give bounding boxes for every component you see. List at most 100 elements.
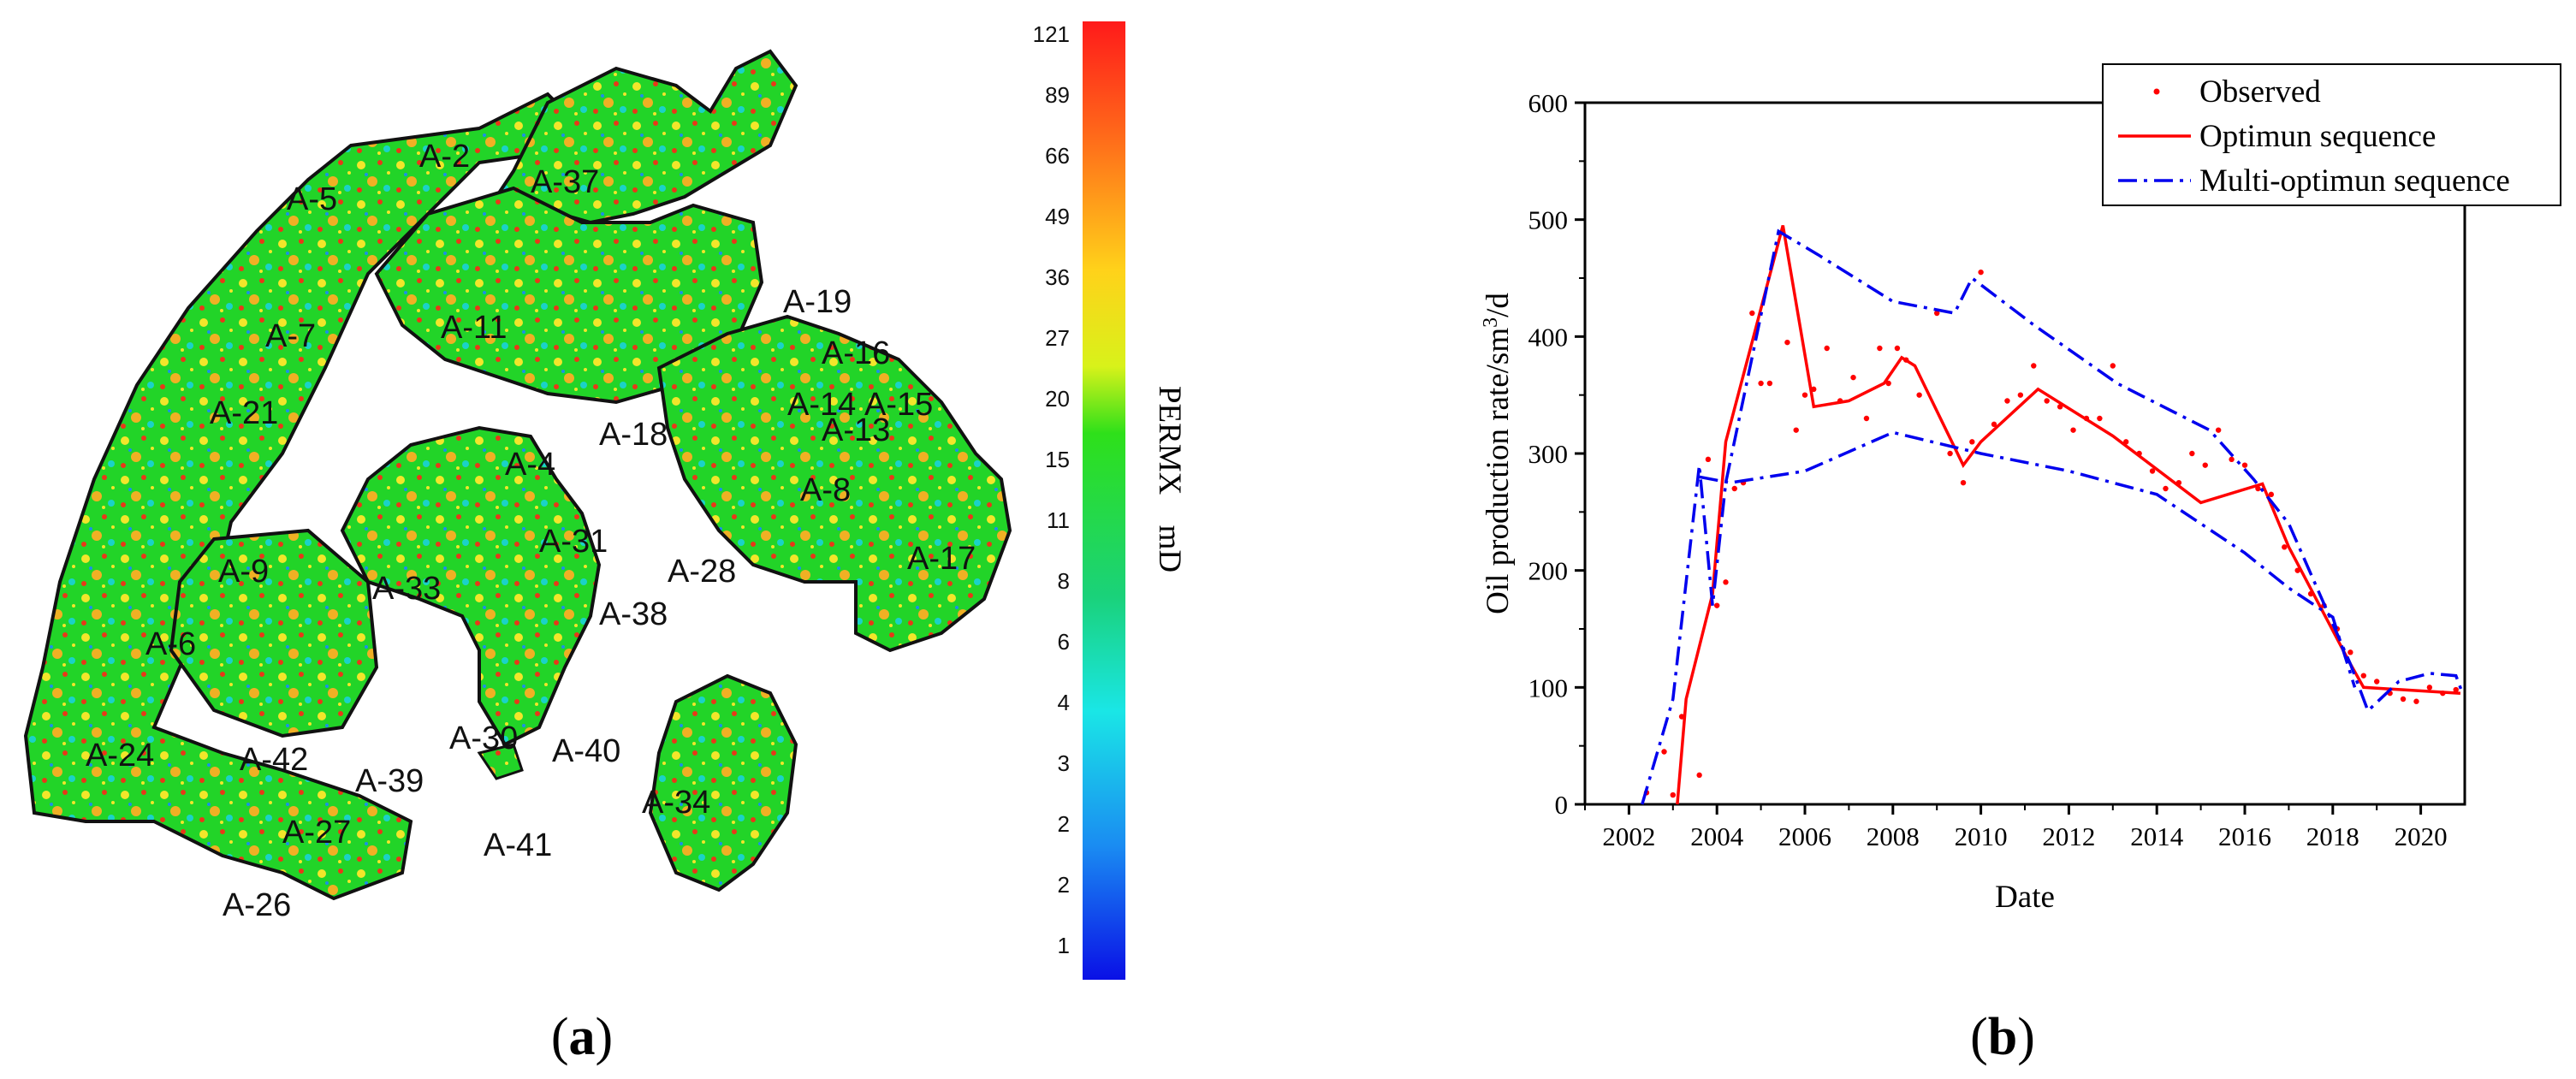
y-axis-title-main: Oil production rate/sm	[1481, 328, 1516, 614]
well-label: A-4	[505, 447, 555, 483]
observed-point	[1723, 579, 1729, 585]
observed-point	[1916, 392, 1922, 398]
y-tick-label: 200	[1528, 556, 1569, 586]
well-label: A-42	[240, 742, 308, 778]
well-label: A-5	[287, 181, 337, 217]
x-tick-label: 2018	[2306, 821, 2359, 851]
x-tick-label: 2016	[2218, 821, 2271, 851]
observed-point	[1824, 345, 1830, 352]
y-tick-label: 600	[1528, 88, 1569, 118]
observed-point	[2004, 398, 2010, 404]
panel-letter-b: b	[1988, 1008, 2017, 1066]
colorbar-title: PERMX mD	[1152, 386, 1187, 572]
well-label: A-31	[539, 524, 608, 560]
permeability-colorbar: 121 89 66 49 36 27 20 15 11 8 6 4 3 2 2 1 PERMX mD	[1033, 21, 1187, 980]
well-label: A-38	[599, 596, 668, 632]
observed-point	[1731, 485, 1737, 492]
observed-point	[1758, 380, 1764, 387]
well-label: A-21	[210, 395, 278, 431]
well-label: A-40	[552, 733, 620, 769]
well-label: A-13	[822, 412, 890, 448]
well-label: A-6	[145, 626, 196, 662]
colorbar-tick-label: 8	[1058, 568, 1070, 594]
colorbar-tick-labels: 121 89 66 49 36 27 20 15 11 8 6 4 3 2 2 1	[1033, 21, 1070, 958]
well-label: A-18	[599, 417, 668, 453]
observed-point	[2241, 462, 2248, 468]
plot-area-frame	[1583, 101, 2466, 806]
observed-point	[1969, 439, 1975, 445]
observed-point	[1991, 421, 1997, 428]
colorbar-tick-label: 66	[1045, 143, 1070, 169]
x-axis-ticks: 2002 2004 2006 2008 2010 2012 2014 2016 2018 2020	[1584, 804, 2448, 851]
y-tick-label: 0	[1555, 790, 1569, 820]
x-tick-label: 2014	[2130, 821, 2184, 851]
well-label: A-39	[355, 763, 424, 799]
colorbar-tick-label: 1	[1058, 933, 1070, 958]
colorbar-title-text: PERMX	[1152, 386, 1187, 495]
legend-observed-marker	[2153, 88, 2160, 95]
observed-point	[2163, 485, 2169, 492]
multi-optimum-sequence-upper-line	[1641, 228, 2465, 805]
series-layer	[1641, 225, 2465, 805]
observed-point	[1766, 380, 1773, 387]
colorbar-tick-label: 89	[1045, 82, 1070, 108]
observed-point	[1960, 479, 1967, 486]
x-tick-label: 2010	[1955, 821, 2008, 851]
observed-point	[2268, 491, 2275, 498]
observed-point	[1661, 749, 1667, 755]
observed-point	[1784, 339, 1790, 346]
well-label: A-2	[419, 139, 470, 175]
well-label: A-41	[484, 827, 552, 863]
well-label: A-9	[218, 554, 269, 590]
permeability-map	[23, 49, 1012, 901]
well-label: A-24	[86, 738, 154, 774]
y-axis-title-tail: /d	[1481, 293, 1516, 317]
observed-point	[1947, 450, 1953, 457]
well-label: A-30	[449, 720, 518, 756]
colorbar-unit-text: mD	[1152, 525, 1187, 573]
optimum-sequence-line	[1676, 225, 2461, 805]
observed-point	[2282, 544, 2288, 550]
observed-point	[2017, 392, 2024, 398]
observed-point	[2215, 427, 2222, 433]
well-label: A-28	[668, 554, 736, 590]
observed-point	[2070, 427, 2076, 433]
observed-point	[1934, 310, 1940, 317]
y-axis-title: Oil production rate/sm3/d	[1480, 293, 1516, 614]
observed-point	[2031, 363, 2037, 369]
observed-point	[1894, 345, 1901, 352]
colorbar-tick-label: 2	[1058, 872, 1070, 898]
y-tick-label: 100	[1528, 673, 1569, 703]
y-axis-title-superscript: 3	[1480, 317, 1502, 328]
observed-point	[2202, 462, 2208, 468]
panel-letter-a: a	[569, 1008, 596, 1066]
reservoir-region-east	[656, 314, 1012, 653]
colorbar-tick-label: 20	[1045, 386, 1070, 412]
observed-point	[1705, 456, 1712, 463]
observed-point	[2229, 456, 2235, 463]
observed-point	[2044, 398, 2050, 404]
colorbar-tick-label: 6	[1058, 629, 1070, 655]
colorbar-tick-label: 15	[1045, 447, 1070, 472]
observed-point	[2413, 698, 2419, 704]
observed-point	[1850, 374, 1856, 381]
well-label: A-15	[864, 387, 933, 423]
x-tick-label: 2012	[2042, 821, 2095, 851]
x-tick-label: 2008	[1867, 821, 1920, 851]
well-label: A-26	[223, 887, 291, 923]
well-label: A-37	[531, 164, 599, 200]
observed-point	[2374, 679, 2380, 685]
x-tick-label: 2006	[1778, 821, 1831, 851]
reservoir-region-southeast	[648, 673, 798, 892]
reservoir-region-west	[23, 92, 603, 901]
observed-point	[1793, 427, 1799, 433]
well-labels: A-2A-37A-5A-7 A-11A-19A-16A-21 A-14 A-15A-1…	[86, 139, 976, 923]
colorbar-tick-label: 3	[1058, 750, 1070, 776]
observed-point	[1801, 392, 1808, 398]
legend-entry-label: Observed	[2199, 74, 2321, 110]
legend-entry-label: Multi-optimun sequence	[2199, 163, 2510, 199]
panel-label-a: (a)	[551, 1008, 613, 1066]
x-axis-title: Date	[1995, 880, 2055, 915]
x-tick-label: 2002	[1602, 821, 1655, 851]
